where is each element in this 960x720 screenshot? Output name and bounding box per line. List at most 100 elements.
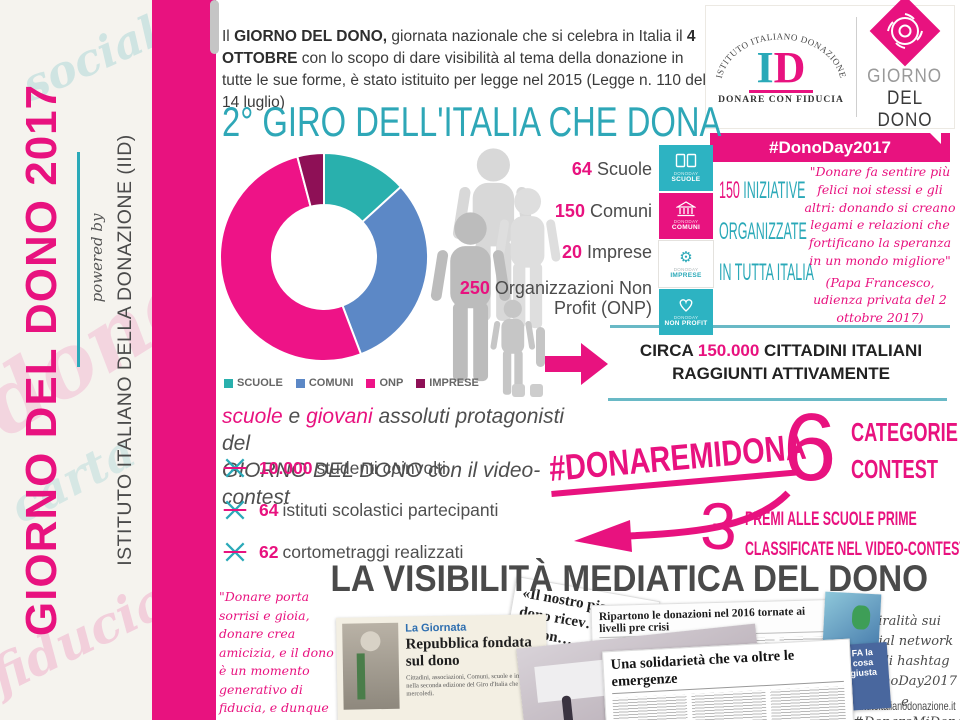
quote-mark-icon	[530, 384, 543, 397]
legend-label: COMUNI	[308, 377, 354, 389]
media-section-title: LA VISIBILITÀ MEDIATICA DEL DONO	[330, 558, 929, 599]
badge-name: IMPRESE	[670, 272, 702, 279]
contest-number-6: 6	[783, 394, 837, 501]
bullet-number: 62	[259, 541, 279, 562]
initiatives-number: 150	[719, 177, 740, 204]
sidebar-divider	[77, 152, 80, 367]
legend-item: IMPRESE	[416, 377, 479, 389]
quote-text: "Donare fa sentire più felici noi stessi…	[804, 164, 956, 268]
bullet-istituti: 64 istituti scolastici partecipanti	[222, 497, 498, 523]
badge-name: NON PROFIT	[664, 320, 708, 327]
intro-paragraph: Il GIORNO DEL DONO, giornata nazionale c…	[222, 26, 710, 114]
badge-name: COMUNI	[671, 224, 701, 231]
newspaper-clipping-giornata: La Giornata Repubblica fondata sul dono …	[336, 614, 548, 720]
protagonists-statement: scuole e giovani assoluti protagonisti d…	[222, 404, 567, 512]
reach-line2: RAGGIUNTI ATTIVAMENTE	[672, 363, 890, 383]
curved-arrow-icon	[574, 490, 791, 552]
decorative-pill	[210, 0, 219, 54]
bullet-cortometraggi: 62 cortometraggi realizzati	[222, 539, 463, 565]
bullet-text: 62 cortometraggi realizzati	[259, 542, 463, 563]
reach-post: CITTADINI ITALIANI	[759, 341, 923, 360]
prizes-line1: PREMI ALLE SCUOLE PRIME	[745, 509, 917, 530]
initiatives-line1: 150 INIZIATIVE	[719, 170, 814, 211]
intro-bold: 4 OTTOBRE	[222, 27, 696, 67]
stat-value: 64	[571, 159, 592, 179]
iid-logo: ISTITUTO ITALIANO DONAZIONE ID DONARE CO…	[706, 29, 856, 105]
page-title: 2° GIRO DELL'ITALIA CHE DONA	[222, 98, 722, 145]
initiatives-stat: 150 INIZIATIVE ORGANIZZATE IN TUTTA ITAL…	[719, 170, 814, 293]
stat-value: 20	[561, 242, 582, 262]
bullet-number: 64	[259, 499, 279, 520]
logo-box: ISTITUTO ITALIANO DONAZIONE ID DONARE CO…	[706, 0, 954, 131]
intro-text: con lo scopo di dare visibilità al tema …	[222, 49, 706, 111]
reach-pre: CIRCA	[639, 341, 698, 360]
legend-swatch	[295, 378, 305, 388]
highlight-scuole: scuole	[222, 405, 283, 428]
donut-slice-comuni	[341, 185, 429, 356]
protag-text: e	[282, 405, 307, 428]
bank-icon	[675, 201, 697, 218]
highlight-giovani: giovani	[306, 405, 373, 428]
intro-text: giornata nazionale che si celebra in Ita…	[387, 27, 687, 45]
badge-scuole: DONODAY SCUOLE	[659, 145, 713, 191]
magenta-accent-bar	[152, 0, 216, 720]
clipping-kicker: La Giornata	[405, 621, 467, 635]
gears-icon: ⚙	[679, 249, 693, 266]
donut-slice-imprese	[296, 151, 325, 208]
donut-slice-onp	[219, 155, 363, 362]
donut-chart	[219, 151, 429, 362]
bullet-studenti: 10.000 studenti coinvolti	[222, 455, 446, 481]
monogram-i: I	[756, 43, 774, 93]
iid-monogram: ID	[706, 46, 856, 90]
intro-text: Il	[222, 27, 235, 45]
legend-label: SCUOLE	[237, 377, 283, 389]
stat-onp: 250 Organizzazioni Non Profit (ONP)	[432, 278, 652, 319]
stat-value: 150	[554, 201, 585, 221]
asterisk-icon	[223, 500, 247, 520]
bullet-text: 10.000 studenti coinvolti	[259, 458, 446, 479]
badge-comuni: DONODAY COMUNI	[659, 193, 713, 239]
bullet-label: istituti scolastici partecipanti	[282, 499, 499, 520]
reach-number: 150.000	[697, 341, 760, 360]
event-title-vertical: GIORNO DEL DONO 2017	[17, 83, 66, 637]
banner-fold	[930, 133, 941, 144]
iid-underline	[749, 89, 813, 93]
stat-label: Scuole	[596, 159, 652, 179]
badge-imprese: ⚙ DONODAY IMPRESE	[659, 241, 713, 287]
iid-arc-text: ISTITUTO ITALIANO DONAZIONE	[714, 32, 848, 80]
newspaper-clipping-solidarieta: Una solidarietà che va oltre le emergenz…	[601, 638, 855, 720]
stat-label: Organizzazioni Non Profit (ONP)	[494, 278, 652, 318]
badge-small-label: DONODAY	[673, 315, 699, 320]
quote-text: "Donare porta sorrisi e gioia, donare cr…	[219, 589, 334, 720]
chart-legend: SCUOLE COMUNI ONP IMPRESE	[224, 377, 479, 389]
quote-mark-icon	[512, 384, 525, 397]
asterisk-icon	[223, 542, 247, 562]
watermark-strip	[0, 0, 152, 720]
badge-small-label: DONODAY	[673, 267, 699, 272]
bullet-number: 10.000	[259, 457, 313, 478]
contest-line1: CATEGORIE	[851, 417, 958, 447]
badge-small-label: DONODAY	[673, 219, 699, 224]
clipping-photo	[342, 622, 400, 710]
prizes-line2: CLASSIFICATE NEL VIDEO-CONTEST	[745, 539, 960, 560]
giorno-del-dono-logo: GIORNO DEL DONO	[857, 0, 953, 132]
banner-text: #DonoDay2017	[769, 138, 891, 157]
clipping-headline: Una solidarietà che va oltre le emergenz…	[610, 644, 844, 695]
logo-divider	[856, 17, 857, 117]
powered-by-label: powered by	[88, 213, 106, 303]
badge-small-label: DONODAY	[673, 171, 699, 176]
arrow-right-icon	[545, 343, 608, 385]
bullet-label: cortometraggi realizzati	[282, 541, 464, 562]
stat-label: Imprese	[586, 242, 652, 262]
legend-label: IMPRESE	[429, 377, 479, 389]
initiatives-text: INIZIATIVE	[739, 177, 806, 204]
intro-bold: GIORNO DEL DONO,	[234, 27, 388, 45]
badge-non-profit: DONODAY NON PROFIT	[659, 289, 713, 335]
gdd-line2: DEL DONO	[877, 88, 933, 131]
legend-swatch	[416, 378, 426, 388]
iid-tagline: DONARE CON FIDUCIA	[718, 94, 844, 105]
prizes-labels: PREMI ALLE SCUOLE PRIME CLASSIFICATE NEL…	[745, 505, 960, 565]
stat-label: Comuni	[589, 201, 652, 221]
legend-item: COMUNI	[295, 377, 354, 389]
